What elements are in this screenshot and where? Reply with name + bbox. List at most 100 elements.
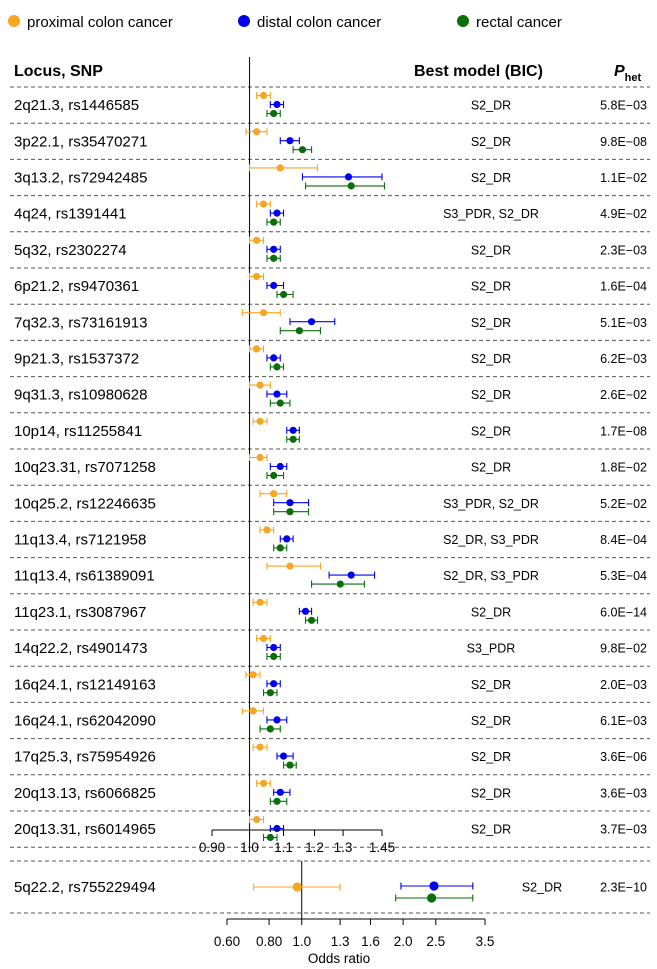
distal-point <box>273 390 281 398</box>
legend-label-proximal: proximal colon cancer <box>27 14 173 31</box>
distal-point <box>270 281 278 290</box>
rectal-point <box>279 290 288 299</box>
p-het-value: 3.7E−03 <box>600 823 647 837</box>
x-tick-label: 2.5 <box>426 934 445 949</box>
best-model: S3_PDR <box>467 642 516 656</box>
locus-label: 3p22.1, rs35470271 <box>14 133 147 150</box>
best-model: S2_DR <box>522 881 562 895</box>
best-model: S2_DR <box>471 424 511 438</box>
rectal-point <box>295 327 303 335</box>
p-het-value: 6.0E−14 <box>600 605 647 619</box>
locus-label: 4q24, rs1391441 <box>14 206 127 223</box>
proximal-point <box>270 490 278 498</box>
best-model: S2_DR <box>471 99 511 113</box>
x-tick-label: 0.90 <box>199 840 225 855</box>
best-model: S2_DR <box>471 135 511 149</box>
legend-swatch-proximal <box>8 15 20 27</box>
locus-label: 11q13.4, rs7121958 <box>14 532 146 549</box>
locus-label: 10p14, rs11255841 <box>14 423 142 440</box>
p-het-value: 5.3E−04 <box>600 569 647 583</box>
rectal-point <box>276 399 284 407</box>
p-het-value: 5.8E−03 <box>600 99 647 113</box>
rectal-point <box>270 218 278 226</box>
best-model: S2_DR <box>471 316 511 330</box>
locus-label: 20q13.31, rs6014965 <box>14 821 156 838</box>
distal-point <box>273 100 281 109</box>
locus-label: 9p21.3, rs1537372 <box>14 351 139 368</box>
locus-label: 11q23.1, rs3087967 <box>14 604 146 621</box>
rectal-point <box>307 616 316 624</box>
proximal-point <box>253 128 261 136</box>
proximal-point <box>259 779 268 787</box>
p-het-value: 6.2E−03 <box>600 352 647 366</box>
distal-point <box>347 571 355 579</box>
locus-label: 5q32, rs2302274 <box>14 242 127 259</box>
x-tick-label: 3.5 <box>476 934 495 949</box>
best-model: S2_DR <box>471 352 511 366</box>
locus-label: 10q23.31, rs7071258 <box>14 459 156 476</box>
p-het-value: 3.6E−06 <box>600 750 647 764</box>
proximal-point <box>259 200 268 208</box>
proximal-point <box>256 743 264 751</box>
proximal-point <box>256 598 264 606</box>
proximal-point <box>276 164 284 172</box>
header-model: Best model (BIC) <box>414 63 543 80</box>
proximal-point <box>256 417 264 425</box>
locus-label: 2q21.3, rs1446585 <box>14 97 139 114</box>
distal-point <box>270 245 278 253</box>
p-het-value: 2.3E−10 <box>600 881 647 895</box>
p-het-value: 3.6E−03 <box>600 786 647 800</box>
locus-label: 10q25.2, rs12246635 <box>14 495 156 512</box>
best-model: S2_DR <box>471 388 511 402</box>
p-het-value: 6.1E−03 <box>600 714 647 728</box>
proximal-point <box>256 453 264 462</box>
rectal-point <box>336 580 344 588</box>
proximal-point <box>253 272 261 281</box>
legend-swatch-rectal <box>457 15 469 27</box>
proximal-point <box>292 882 302 892</box>
locus-label: 20q13.13, rs6066825 <box>14 785 156 802</box>
distal-point <box>270 680 278 688</box>
p-het-value: 5.1E−03 <box>600 316 647 330</box>
legend-swatch-distal <box>238 15 250 27</box>
rectal-point <box>276 544 284 552</box>
header-locus: Locus, SNP <box>14 63 103 80</box>
distal-point <box>276 462 284 471</box>
x-tick-label: 1.2 <box>305 840 324 855</box>
x-tick-label: 2.0 <box>394 934 413 949</box>
x-tick-label: 1.3 <box>331 934 350 949</box>
proximal-point <box>256 381 264 389</box>
locus-label: 14q22.2, rs4901473 <box>14 640 147 657</box>
rectal-point <box>286 761 294 769</box>
best-model: S2_DR, S3_PDR <box>443 569 539 583</box>
p-het-value: 5.2E−02 <box>600 497 647 511</box>
distal-point <box>286 499 294 507</box>
locus-label: 7q32.3, rs73161913 <box>14 314 147 331</box>
best-model: S3_PDR, S2_DR <box>443 497 539 511</box>
distal-point <box>270 354 278 362</box>
x-tick-label: 1.3 <box>334 840 353 855</box>
p-het-value: 2.0E−03 <box>600 678 647 692</box>
distal-point <box>273 716 281 724</box>
locus-label: 6p21.2, rs9470361 <box>14 278 139 295</box>
rectal-point <box>298 146 307 154</box>
distal-point <box>289 426 297 434</box>
locus-label: 11q13.4, rs61389091 <box>14 568 155 585</box>
x-tick-label: 1.0 <box>292 934 311 949</box>
x-axis-title: Odds ratio <box>308 951 370 966</box>
rectal-point <box>289 435 297 443</box>
rectal-point <box>270 109 278 118</box>
distal-point <box>273 209 281 217</box>
proximal-point <box>259 634 268 643</box>
legend: proximal colon cancer distal colon cance… <box>8 14 562 31</box>
proximal-point <box>249 707 257 715</box>
distal-point <box>286 137 294 145</box>
proximal-point <box>253 345 261 353</box>
proximal-point <box>253 236 261 244</box>
best-model: S2_DR <box>471 823 511 837</box>
proximal-point <box>286 562 294 570</box>
p-het-value: 9.8E−08 <box>600 135 647 149</box>
best-model: S2_DR <box>471 714 511 728</box>
locus-label: 9q31.3, rs10980628 <box>14 387 147 404</box>
